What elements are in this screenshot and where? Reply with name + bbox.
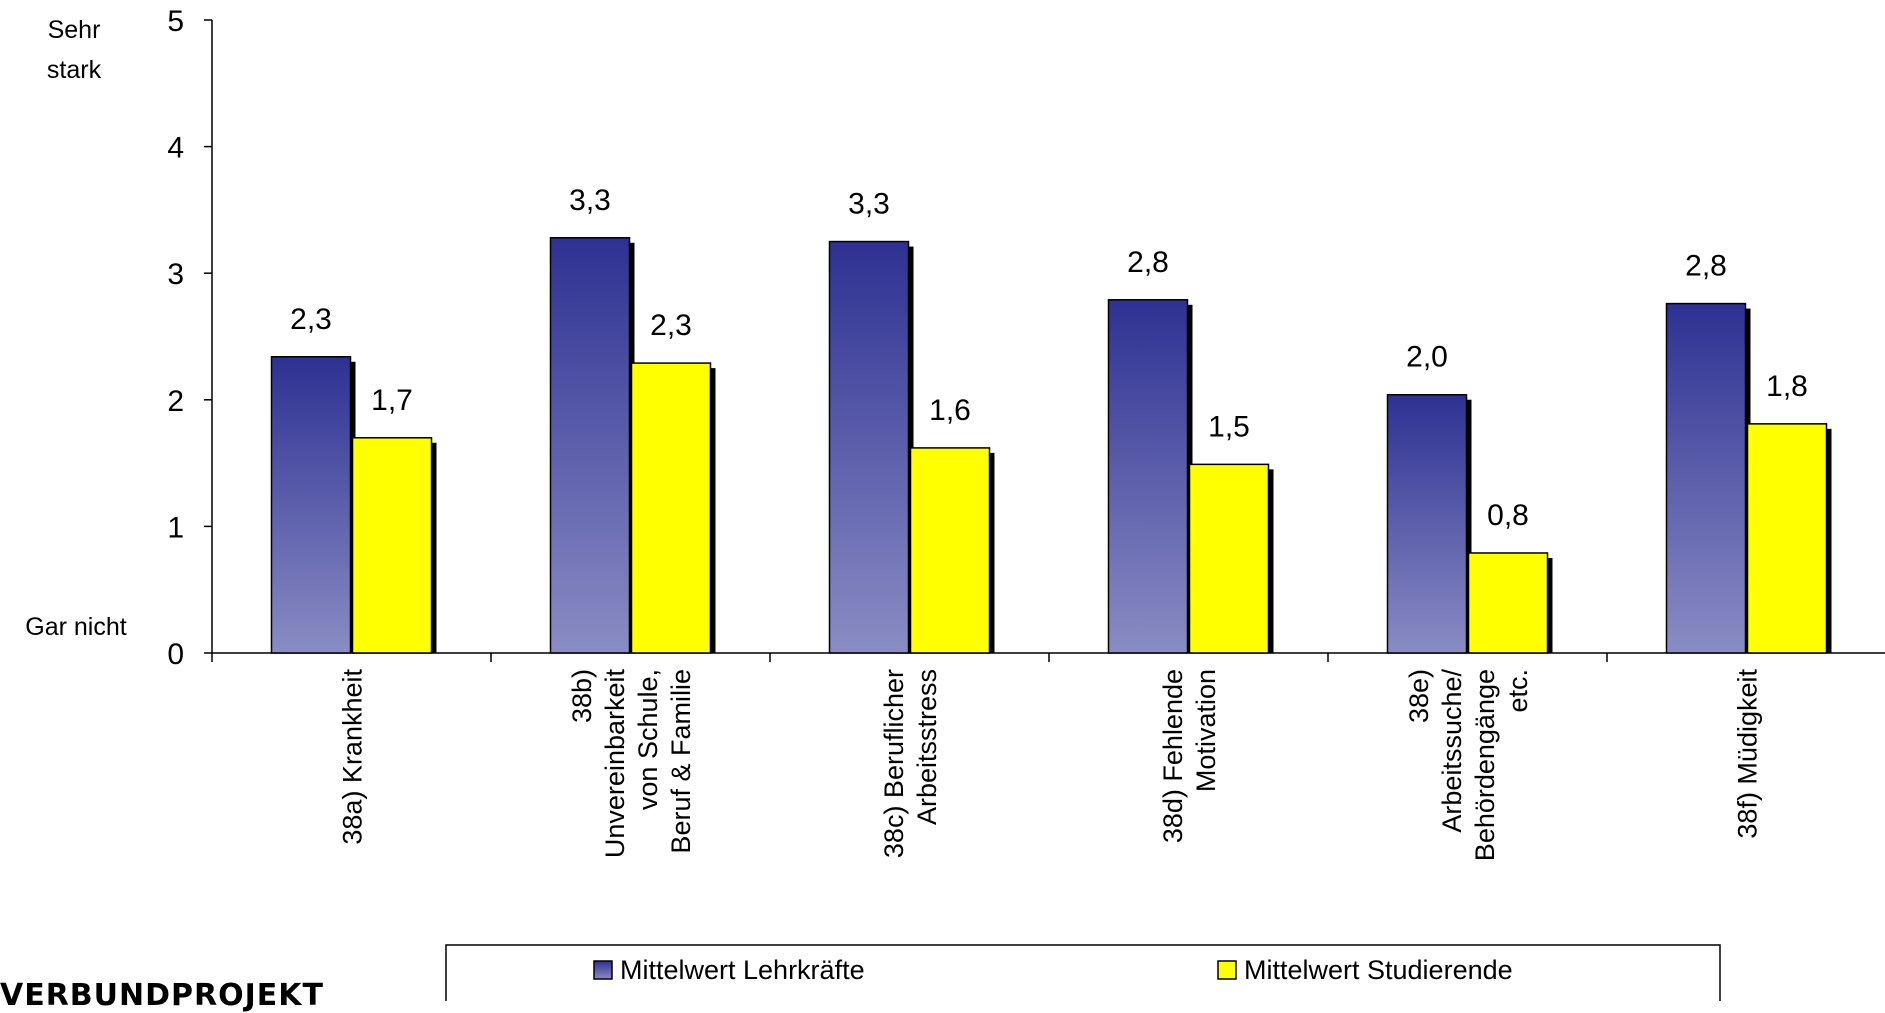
data-label: 1,5 <box>1208 410 1250 443</box>
category-label: 38b) Unvereinbarkeit von Schule, Beruf & Fa… <box>567 669 696 859</box>
bar <box>1107 299 1189 654</box>
category-label-line: von Schule, <box>633 669 663 810</box>
y-tick-label: 5 <box>167 5 184 38</box>
category-label-line: Motivation <box>1191 669 1221 792</box>
y-axis-top-label: Sehr <box>48 16 101 44</box>
project-logo-text: VERBUNDPROJEKT <box>0 978 325 1013</box>
data-label: 2,8 <box>1127 246 1169 279</box>
category-label: 38e) Arbeitssuche/Behördengänge etc. <box>1404 669 1533 862</box>
bar <box>630 362 712 654</box>
bar <box>828 240 910 654</box>
data-label: 3,3 <box>848 188 890 221</box>
y-axis-bottom-label: Gar nicht <box>25 613 126 641</box>
y-axis-top-label: stark <box>47 56 102 84</box>
bar <box>549 237 631 654</box>
category-label: 38d) Fehlende Motivation <box>1158 669 1221 843</box>
data-label: 2,3 <box>290 303 332 336</box>
category-label: 38f) Müdigkeit <box>1733 669 1763 839</box>
bar <box>270 356 352 654</box>
category-label: 38c) Beruflicher Arbeitsstress <box>879 669 942 858</box>
category-label: 38a) Krankheit <box>338 669 368 845</box>
legend-swatch <box>1217 960 1237 980</box>
y-tick-label: 3 <box>167 258 184 291</box>
category-label-line: 38a) Krankheit <box>338 669 368 845</box>
bar <box>909 447 991 654</box>
bar <box>1665 302 1747 654</box>
category-label-line: Behördengänge <box>1470 669 1500 861</box>
y-tick-label: 4 <box>167 132 184 165</box>
category-label-line: 38e) <box>1404 669 1434 723</box>
legend-label: Mittelwert Studierende <box>1244 955 1513 985</box>
category-label-line: 38b) <box>567 669 597 723</box>
data-label: 1,7 <box>371 384 413 417</box>
y-tick-label: 2 <box>167 385 184 418</box>
category-label-line: Arbeitssuche/ <box>1437 669 1467 833</box>
category-label-line: 38d) Fehlende <box>1158 669 1188 843</box>
y-tick-label: 1 <box>167 511 184 544</box>
data-label: 3,3 <box>569 184 611 217</box>
legend-swatch <box>593 960 613 980</box>
category-label-line: 38c) Beruflicher <box>879 669 909 858</box>
category-label-line: 38f) Müdigkeit <box>1733 669 1763 839</box>
bar <box>1467 552 1549 654</box>
data-label: 2,3 <box>650 309 692 342</box>
legend-box <box>445 944 1721 1001</box>
category-label-line: Arbeitsstress <box>912 669 942 825</box>
data-label: 1,6 <box>929 394 971 427</box>
category-label-line: Unvereinbarkeit <box>600 669 630 859</box>
category-label-line: Beruf & Familie <box>666 669 696 854</box>
category-label-line: etc. <box>1503 669 1533 713</box>
data-label: 2,0 <box>1406 341 1448 374</box>
data-label: 2,8 <box>1685 250 1727 283</box>
data-label: 0,8 <box>1487 499 1529 532</box>
bar <box>1386 393 1468 654</box>
bar <box>1746 423 1828 654</box>
legend-label: Mittelwert Lehrkräfte <box>620 955 865 985</box>
bar <box>1188 463 1270 654</box>
data-label: 1,8 <box>1766 370 1808 403</box>
bar <box>351 437 433 654</box>
y-tick-label: 0 <box>167 638 184 671</box>
